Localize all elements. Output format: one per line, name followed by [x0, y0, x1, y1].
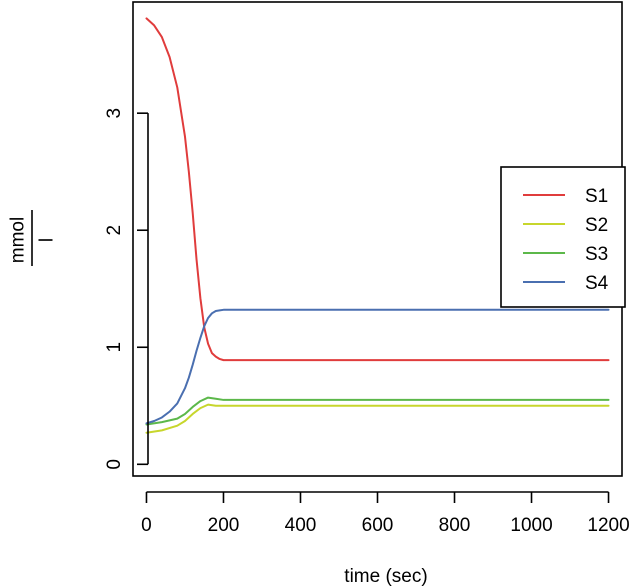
y-tick-label: 3 — [104, 108, 125, 119]
series-line-s4 — [145, 308, 610, 425]
legend-item-s4: S4 — [523, 273, 609, 294]
legend-box — [500, 166, 626, 308]
x-tick-label: 800 — [439, 515, 471, 536]
legend-label: S4 — [585, 273, 609, 294]
legend-item-s2: S2 — [523, 215, 608, 236]
x-tick-label: 400 — [285, 515, 317, 536]
legend-label: S2 — [585, 215, 608, 236]
x-axis-title: time (sec) — [344, 566, 427, 587]
y-tick-label: 1 — [104, 342, 125, 353]
legend-item-s1: S1 — [523, 186, 608, 207]
legend-item-s3: S3 — [523, 244, 608, 265]
series-line-s3 — [145, 396, 610, 426]
y-axis-title: mmol l — [8, 210, 58, 266]
x-tick-label: 1000 — [510, 515, 552, 536]
x-tick-label: 1200 — [587, 515, 629, 536]
legend-label: S1 — [585, 186, 608, 207]
series-line-s2 — [145, 403, 610, 434]
y-axis-title-denominator: l — [37, 238, 58, 242]
y-tick-label: 2 — [104, 225, 125, 236]
x-tick-label: 200 — [208, 515, 240, 536]
x-tick-label: 0 — [141, 515, 152, 536]
legend-label: S3 — [585, 244, 608, 265]
y-axis-title-numerator: mmol — [8, 217, 29, 263]
y-tick-label: 0 — [104, 459, 125, 470]
x-tick-label: 600 — [362, 515, 394, 536]
series-line-s1 — [145, 17, 610, 362]
